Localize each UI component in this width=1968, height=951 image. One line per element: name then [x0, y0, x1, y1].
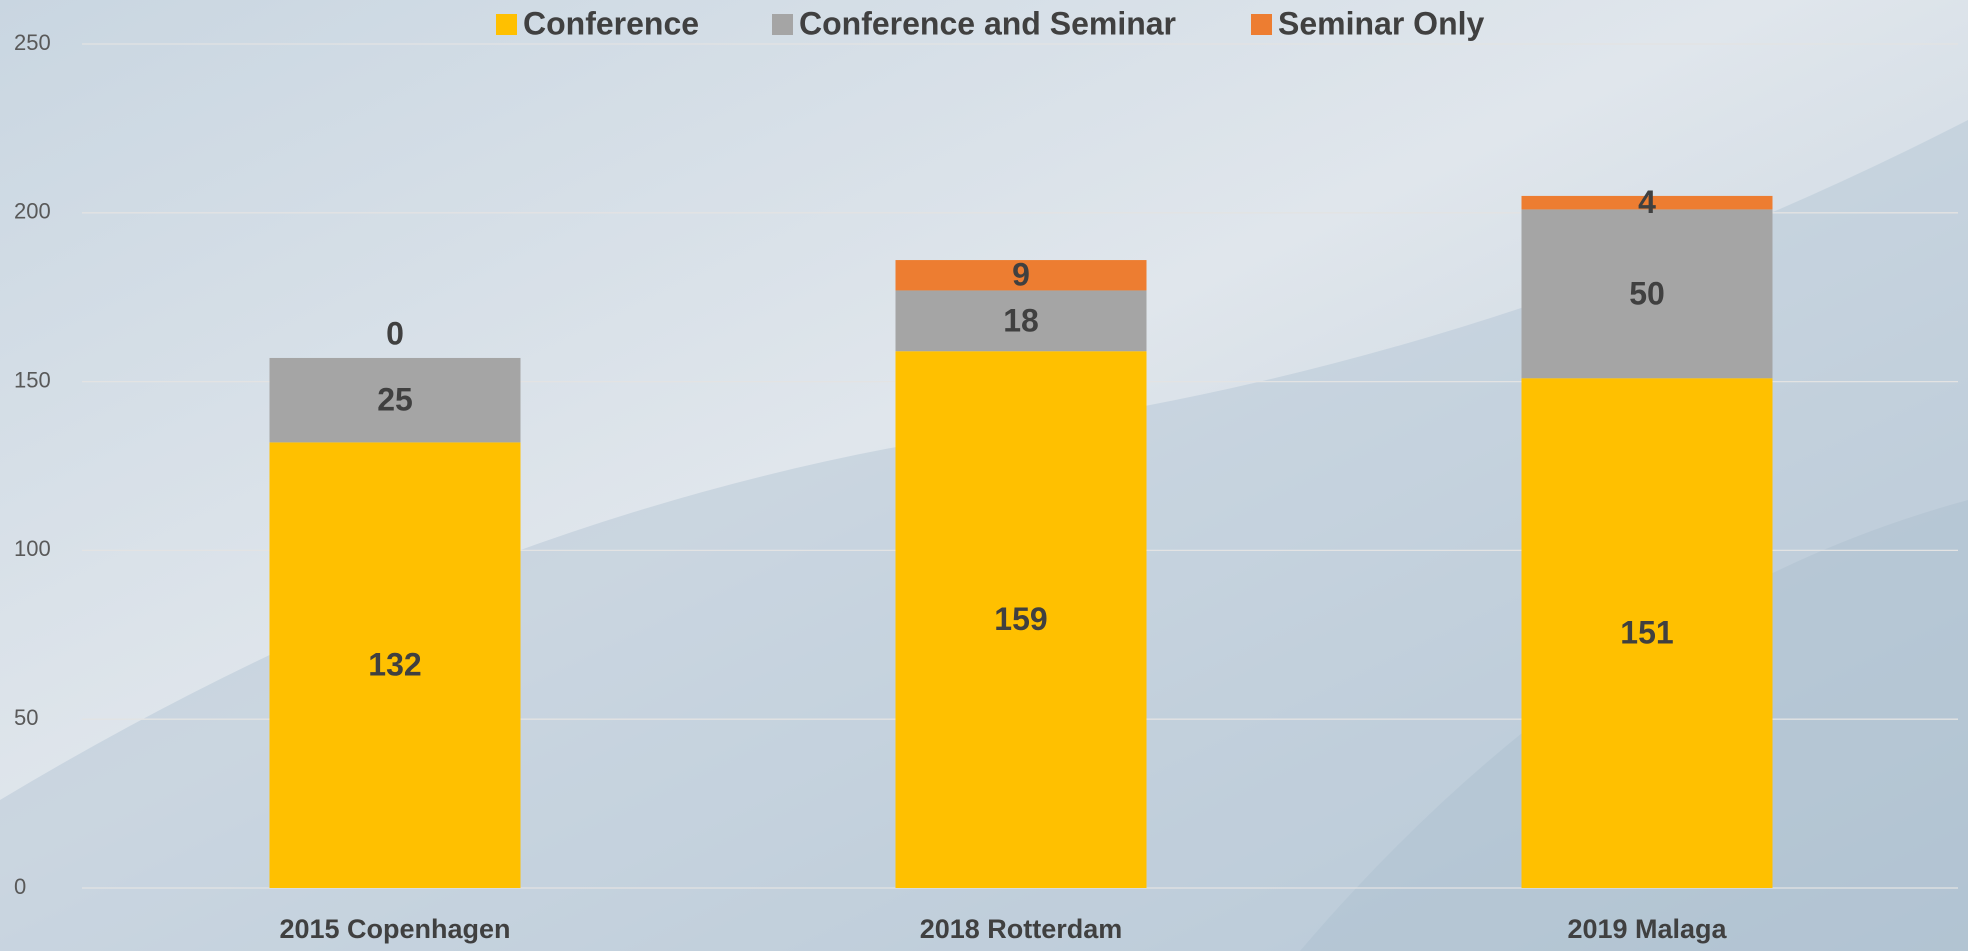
legend-label: Conference — [523, 5, 699, 41]
legend-swatch — [772, 14, 793, 35]
data-label: 0 — [386, 315, 404, 351]
bar-segment — [269, 357, 521, 443]
bar-segment — [895, 260, 1147, 291]
bar-segment — [269, 442, 521, 888]
legend-swatch — [496, 14, 517, 35]
y-tick-label: 150 — [14, 367, 51, 392]
y-tick-label: 250 — [14, 30, 51, 55]
data-label: 4 — [1638, 184, 1656, 220]
data-label: 50 — [1629, 275, 1665, 311]
data-label: 159 — [994, 601, 1047, 637]
x-tick-label: 2015 Copenhagen — [279, 914, 510, 944]
x-tick-label: 2019 Malaga — [1567, 914, 1727, 944]
legend-label: Conference and Seminar — [799, 5, 1176, 41]
data-label: 25 — [377, 382, 413, 418]
data-label: 18 — [1003, 302, 1039, 338]
x-tick-label: 2018 Rotterdam — [920, 914, 1123, 944]
data-label: 151 — [1620, 615, 1673, 651]
bar-segment — [895, 290, 1147, 352]
data-label: 132 — [368, 647, 421, 683]
y-tick-label: 0 — [14, 874, 26, 899]
data-label: 9 — [1012, 257, 1030, 293]
bar-segment — [1521, 378, 1773, 888]
bar-segment — [1521, 195, 1773, 210]
bar-segment — [1521, 209, 1773, 379]
y-tick-label: 100 — [14, 536, 51, 561]
legend-swatch — [1251, 14, 1272, 35]
bar-segment — [895, 351, 1147, 888]
y-tick-label: 50 — [14, 705, 38, 730]
legend-label: Seminar Only — [1278, 5, 1485, 41]
y-tick-label: 200 — [14, 199, 51, 224]
